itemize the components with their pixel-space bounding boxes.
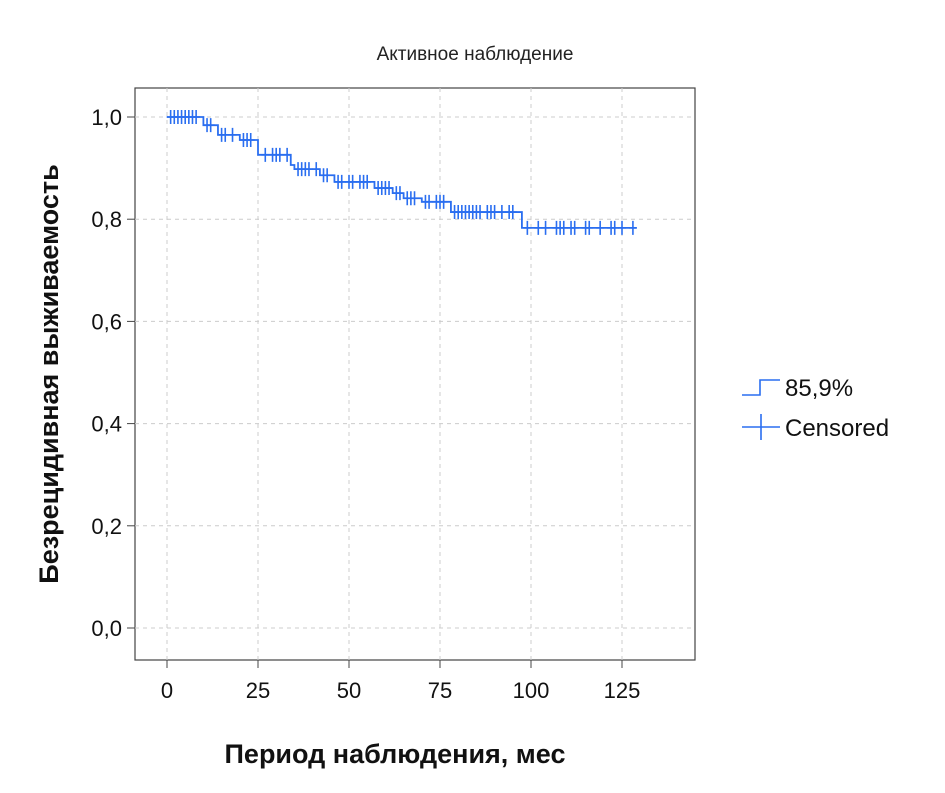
legend-censored-label: Censored: [785, 415, 889, 442]
censored-mark: [385, 181, 394, 196]
x-tick-label: 125: [604, 678, 641, 703]
censored-mark: [585, 220, 594, 235]
x-tick-label: 25: [246, 678, 270, 703]
y-tick-label: 0,6: [91, 309, 122, 334]
censored-mark: [439, 194, 448, 209]
censored-mark: [283, 147, 292, 162]
censored-mark: [508, 205, 517, 220]
censored-mark: [206, 118, 215, 133]
censored-mark: [570, 220, 579, 235]
censored-mark: [261, 147, 270, 162]
y-tick-label: 0,0: [91, 616, 122, 641]
y-tick-label: 0,4: [91, 412, 122, 437]
censored-mark: [523, 220, 532, 235]
censored-mark: [618, 220, 626, 235]
censored-mark: [304, 162, 313, 177]
censored-mark: [497, 205, 506, 220]
x-axis-label: Период наблюдения, мес: [225, 739, 566, 769]
censored-mark: [596, 220, 605, 235]
censored-mark: [425, 194, 434, 209]
censored-mark: [337, 174, 346, 189]
censored-mark: [192, 110, 201, 124]
censored-mark: [410, 191, 419, 206]
legend-censored-icon: [742, 414, 780, 440]
censored-mark: [541, 220, 550, 235]
x-tick-label: 50: [337, 678, 361, 703]
y-tick-label: 0,8: [91, 207, 122, 232]
survival-curve: [167, 116, 637, 229]
x-tick-label: 0: [161, 678, 173, 703]
censored-mark: [221, 127, 230, 142]
censored-mark: [228, 127, 237, 142]
x-tick-label: 100: [513, 678, 550, 703]
censored-mark: [534, 220, 543, 235]
censored-mark: [395, 186, 404, 201]
legend: 85,9% Censored: [742, 375, 889, 442]
censored-mark: [312, 162, 321, 177]
chart-title: Активное наблюдение: [377, 44, 574, 65]
censored-mark: [348, 174, 357, 189]
censored-mark: [323, 168, 332, 183]
censored-mark: [628, 220, 637, 235]
legend-step-icon: [742, 379, 780, 396]
censored-mark: [476, 205, 485, 220]
censored-mark: [363, 174, 372, 189]
legend-series-label: 85,9%: [785, 375, 853, 402]
y-axis-label: Безрецидивная выживаемость: [34, 164, 64, 583]
y-tick-label: 1,0: [91, 105, 122, 130]
censored-mark: [246, 132, 255, 147]
censored-mark: [610, 220, 619, 235]
x-tick-label: 75: [428, 678, 452, 703]
y-tick-label: 0,2: [91, 514, 122, 539]
censored-mark: [559, 220, 568, 235]
censored-mark: [490, 205, 499, 220]
plot-frame: [134, 87, 696, 661]
censored-mark: [275, 147, 284, 162]
